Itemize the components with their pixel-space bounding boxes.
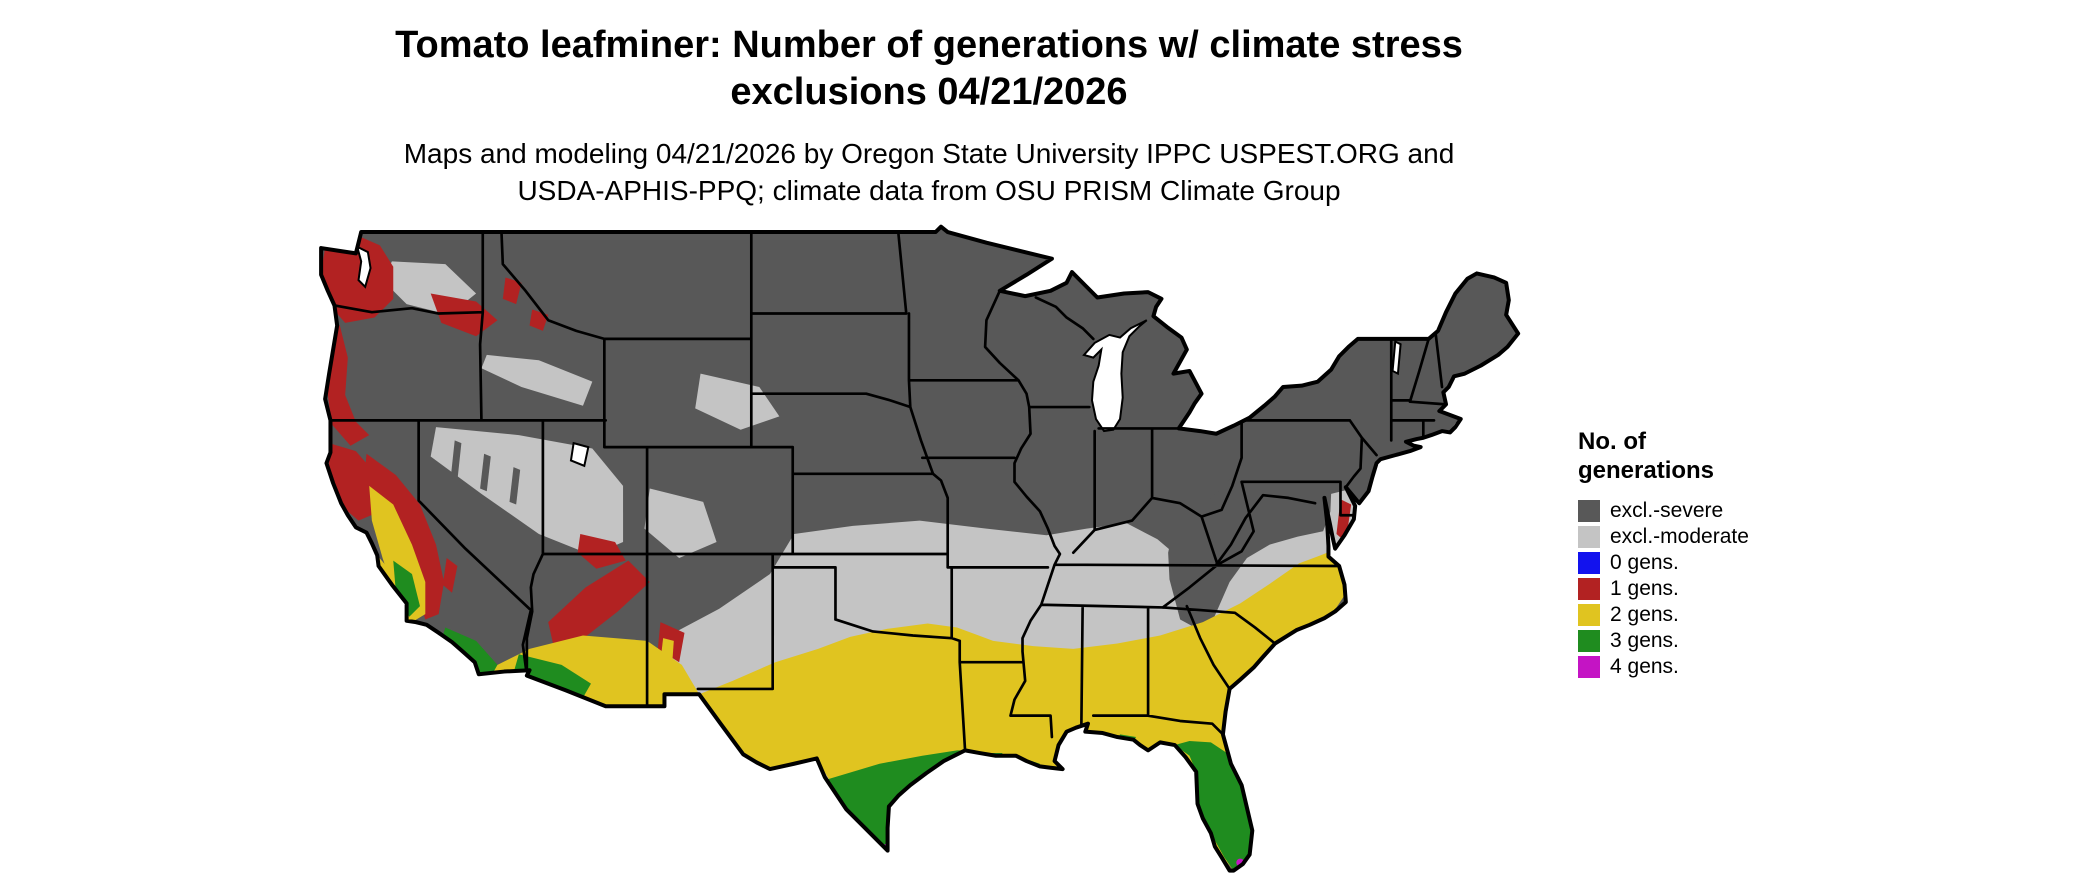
legend-swatch-3-gens xyxy=(1578,629,1600,652)
legend-swatch-excl-severe xyxy=(1578,499,1600,522)
us-map xyxy=(318,224,1548,892)
legend-title-line-1: No. of xyxy=(1578,428,1646,455)
subtitle-line-1: Maps and modeling 04/21/2026 by Oregon S… xyxy=(403,138,1455,170)
legend-item-excl-severe: excl.-severe xyxy=(1578,498,1749,524)
legend-swatch-1-gens xyxy=(1578,577,1600,600)
legend-item-0-gens: 0 gens. xyxy=(1578,550,1749,576)
legend-swatch-excl-moderate xyxy=(1578,525,1600,548)
page-subtitle: Maps and modeling 04/21/2026 by Oregon S… xyxy=(0,136,1858,209)
legend-label: 0 gens. xyxy=(1610,550,1679,574)
legend-item-4-gens: 4 gens. xyxy=(1578,654,1749,680)
legend-item-1-gens: 1 gens. xyxy=(1578,576,1749,602)
legend-item-excl-moderate: excl.-moderate xyxy=(1578,524,1749,550)
great-salt-lake xyxy=(569,441,590,468)
region-4-gens xyxy=(883,843,1245,871)
legend: No. of generations excl.-severe excl.-mo… xyxy=(1578,428,1749,680)
legend-title: No. of generations xyxy=(1578,428,1749,486)
subtitle-line-2: USDA-APHIS-PPQ; climate data from OSU PR… xyxy=(517,174,1341,206)
us-map-svg xyxy=(318,224,1548,892)
state-borders xyxy=(329,230,1448,752)
lake-champlain xyxy=(1391,340,1402,376)
page-title: Tomato leafminer: Number of generations … xyxy=(0,22,1858,116)
legend-label: excl.-moderate xyxy=(1610,524,1749,548)
lakes xyxy=(355,244,1402,468)
legend-label: 1 gens. xyxy=(1610,576,1679,600)
puget-sound xyxy=(355,244,372,289)
title-line-1: Tomato leafminer: Number of generations … xyxy=(395,24,1463,66)
legend-swatch-0-gens xyxy=(1578,551,1600,574)
legend-swatch-4-gens xyxy=(1578,655,1600,678)
header: Tomato leafminer: Number of generations … xyxy=(0,22,1858,209)
lake-michigan xyxy=(1082,319,1148,433)
legend-label: excl.-severe xyxy=(1610,498,1724,522)
legend-swatch-2-gens xyxy=(1578,603,1600,626)
title-line-2: exclusions 04/21/2026 xyxy=(730,71,1128,114)
legend-label: 3 gens. xyxy=(1610,628,1679,652)
legend-label: 2 gens. xyxy=(1610,602,1679,626)
legend-item-2-gens: 2 gens. xyxy=(1578,602,1749,628)
legend-label: 4 gens. xyxy=(1610,654,1679,678)
legend-title-line-2: generations xyxy=(1578,456,1715,484)
legend-item-3-gens: 3 gens. xyxy=(1578,628,1749,654)
